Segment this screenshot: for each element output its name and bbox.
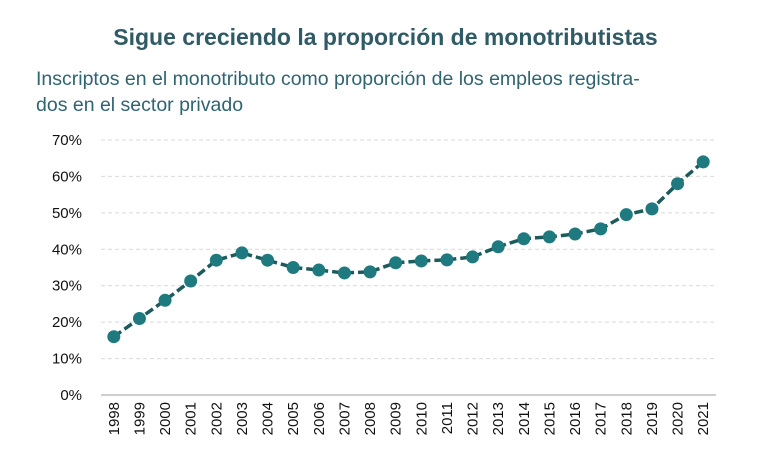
data-point	[389, 256, 403, 270]
data-point	[671, 177, 685, 191]
x-tick-label: 2000	[157, 402, 174, 435]
data-point	[261, 253, 275, 267]
data-point	[158, 293, 172, 307]
data-point	[619, 208, 633, 222]
y-tick-label: 70%	[52, 132, 82, 149]
data-point	[235, 246, 249, 260]
y-tick-label: 30%	[52, 278, 82, 295]
x-tick-label: 1998	[106, 402, 123, 435]
data-point	[363, 265, 377, 279]
data-point	[542, 230, 556, 244]
x-tick-label: 1999	[131, 402, 148, 435]
data-point	[517, 232, 531, 246]
data-point	[414, 254, 428, 268]
x-tick-label: 2013	[490, 402, 507, 435]
x-tick-label: 2018	[618, 402, 635, 435]
x-tick-label: 2015	[541, 402, 558, 435]
x-tick-label: 2004	[260, 402, 277, 435]
y-tick-label: 50%	[52, 205, 82, 222]
x-tick-label: 2016	[567, 402, 584, 435]
x-tick-label: 2020	[670, 402, 687, 435]
y-tick-label: 20%	[52, 314, 82, 331]
data-point	[184, 274, 198, 288]
data-point	[696, 155, 710, 169]
data-point	[491, 240, 505, 254]
data-point	[645, 202, 659, 216]
y-tick-label: 40%	[52, 241, 82, 258]
data-point	[132, 312, 146, 325]
x-tick-label: 2019	[644, 402, 661, 435]
data-point	[286, 261, 300, 274]
subtitle-line-1: Inscriptos en el monotributo como propor…	[36, 68, 640, 90]
x-tick-label: 2011	[439, 402, 456, 434]
x-tick-label: 2012	[465, 402, 482, 435]
x-tick-label: 2006	[311, 402, 328, 435]
x-tick-label: 2002	[208, 402, 225, 435]
y-tick-label: 10%	[52, 351, 82, 368]
x-tick-label: 2007	[336, 402, 353, 435]
data-point	[107, 330, 121, 344]
x-tick-label: 2010	[413, 402, 430, 435]
data-point	[337, 266, 351, 280]
chart-subtitle: Inscriptos en el monotributo como propor…	[36, 66, 736, 118]
x-tick-label: 2009	[388, 402, 405, 435]
subtitle-line-2: dos en el sector privado	[36, 94, 244, 116]
x-tick-label: 2021	[695, 402, 712, 435]
x-tick-label: 2017	[593, 402, 610, 435]
y-tick-label: 60%	[52, 168, 82, 185]
data-point	[466, 250, 480, 264]
data-point	[312, 263, 326, 277]
x-tick-label: 2005	[285, 402, 302, 435]
chart-title: Sigue creciendo la proporción de monotri…	[113, 24, 658, 50]
data-point	[594, 222, 608, 236]
x-tick-label: 2008	[362, 402, 379, 435]
y-tick-label: 0%	[60, 387, 82, 404]
data-point	[209, 253, 223, 267]
data-point	[568, 227, 582, 241]
data-point	[440, 253, 454, 267]
x-tick-label: 2001	[183, 402, 200, 435]
x-tick-label: 2003	[234, 402, 251, 435]
x-tick-label: 2014	[516, 402, 533, 435]
